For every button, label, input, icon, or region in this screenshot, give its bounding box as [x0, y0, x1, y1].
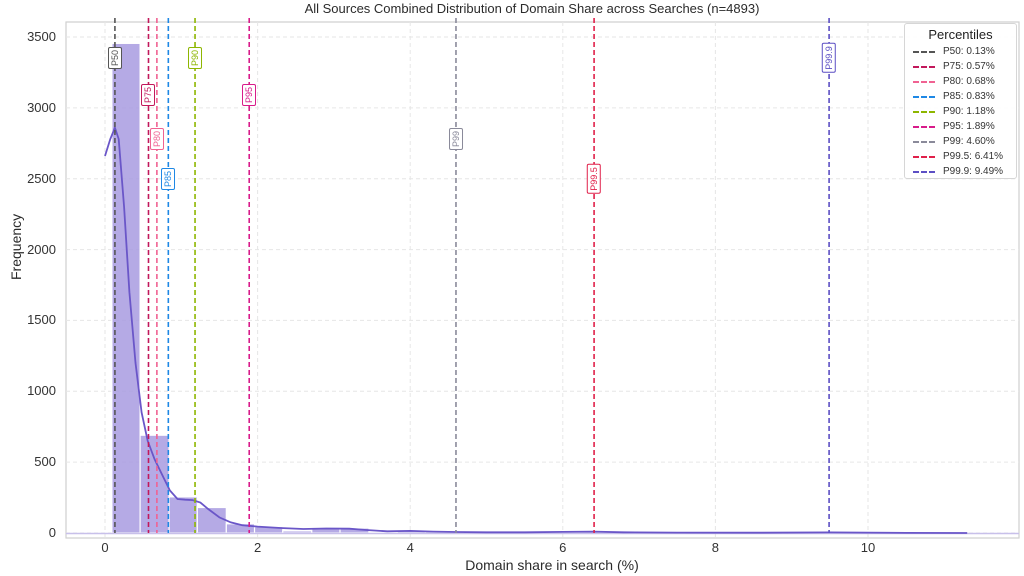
legend-item: P75: 0.57% [905, 59, 1016, 74]
legend-items: P50: 0.13% P75: 0.57% P80: 0.68% P85: 0.83%… [905, 44, 1016, 179]
percentile-label-p80: P80 [149, 128, 164, 151]
chart-title: All Sources Combined Distribution of Dom… [304, 1, 760, 16]
legend-label: P95: 1.89% [943, 121, 995, 132]
percentile-label-p99-5: P99.5 [586, 163, 601, 194]
legend-label: P90: 1.18% [943, 106, 995, 117]
x-tick-label: 0 [101, 540, 109, 555]
legend-label: P99.5: 6.41% [943, 151, 1004, 162]
percentile-label-p85: P85 [161, 167, 176, 190]
histogram-bar [282, 530, 313, 534]
y-tick-label: 1500 [27, 312, 56, 328]
histogram-bars [66, 42, 1019, 535]
legend-item: P99: 4.60% [905, 134, 1016, 149]
histogram-bar [139, 434, 170, 534]
x-tick-label: 8 [711, 540, 719, 555]
legend-label: P80: 0.68% [943, 76, 995, 87]
legend-swatch [913, 170, 935, 173]
y-tick-label: 3000 [27, 99, 56, 115]
x-axis-label: Domain share in search (%) [465, 557, 639, 573]
plot-frame [65, 21, 1020, 539]
y-axis-label: Frequency [8, 213, 24, 280]
legend-item: P50: 0.13% [905, 44, 1016, 59]
legend-label: P75: 0.57% [943, 61, 995, 72]
legend-item: P90: 1.18% [905, 104, 1016, 119]
legend-item: P80: 0.68% [905, 74, 1016, 89]
legend-swatch [913, 155, 935, 158]
legend-item: P99.9: 9.49% [905, 164, 1016, 179]
x-tick-label: 10 [860, 540, 876, 555]
legend-label: P85: 0.83% [943, 91, 995, 102]
legend-label: P99: 4.60% [943, 136, 995, 147]
legend-item: P99.5: 6.41% [905, 149, 1016, 164]
legend-swatch [913, 110, 935, 113]
percentile-label-p90: P90 [188, 47, 203, 70]
legend-swatch [913, 125, 935, 128]
legend: Percentiles P50: 0.13% P75: 0.57% P80: 0.6… [904, 23, 1017, 179]
percentile-label-p99: P99 [448, 128, 463, 151]
legend-item: P95: 1.89% [905, 119, 1016, 134]
percentile-label-p95: P95 [242, 84, 257, 107]
histogram-bar [168, 496, 198, 534]
legend-title: Percentiles [928, 27, 993, 42]
legend-item: P85: 0.83% [905, 89, 1016, 104]
y-tick-label: 1000 [27, 383, 56, 399]
legend-swatch [913, 140, 935, 143]
x-tick-label: 2 [253, 540, 262, 555]
y-tick-label: 3500 [27, 29, 56, 44]
percentile-label-p50: P50 [107, 47, 122, 70]
percentile-lines [114, 18, 830, 533]
legend-label: P99.9: 9.49% [943, 166, 1004, 177]
legend-label: P50: 0.13% [943, 46, 995, 57]
legend-swatch [913, 95, 935, 98]
y-tick-label: 2000 [27, 241, 56, 257]
y-tick-label: 500 [34, 454, 56, 470]
x-tick-label: 4 [406, 540, 414, 555]
y-tick-label: 0 [48, 525, 56, 540]
legend-swatch [913, 80, 935, 83]
x-tick-label: 6 [559, 540, 567, 555]
percentile-label-p75: P75 [141, 84, 156, 107]
histogram-bar [111, 42, 141, 534]
percentile-label-p99-9: P99.9 [821, 43, 836, 74]
kde-curve [104, 125, 968, 534]
y-tick-label: 2500 [27, 170, 56, 186]
legend-swatch [913, 50, 935, 53]
legend-swatch [913, 65, 935, 68]
